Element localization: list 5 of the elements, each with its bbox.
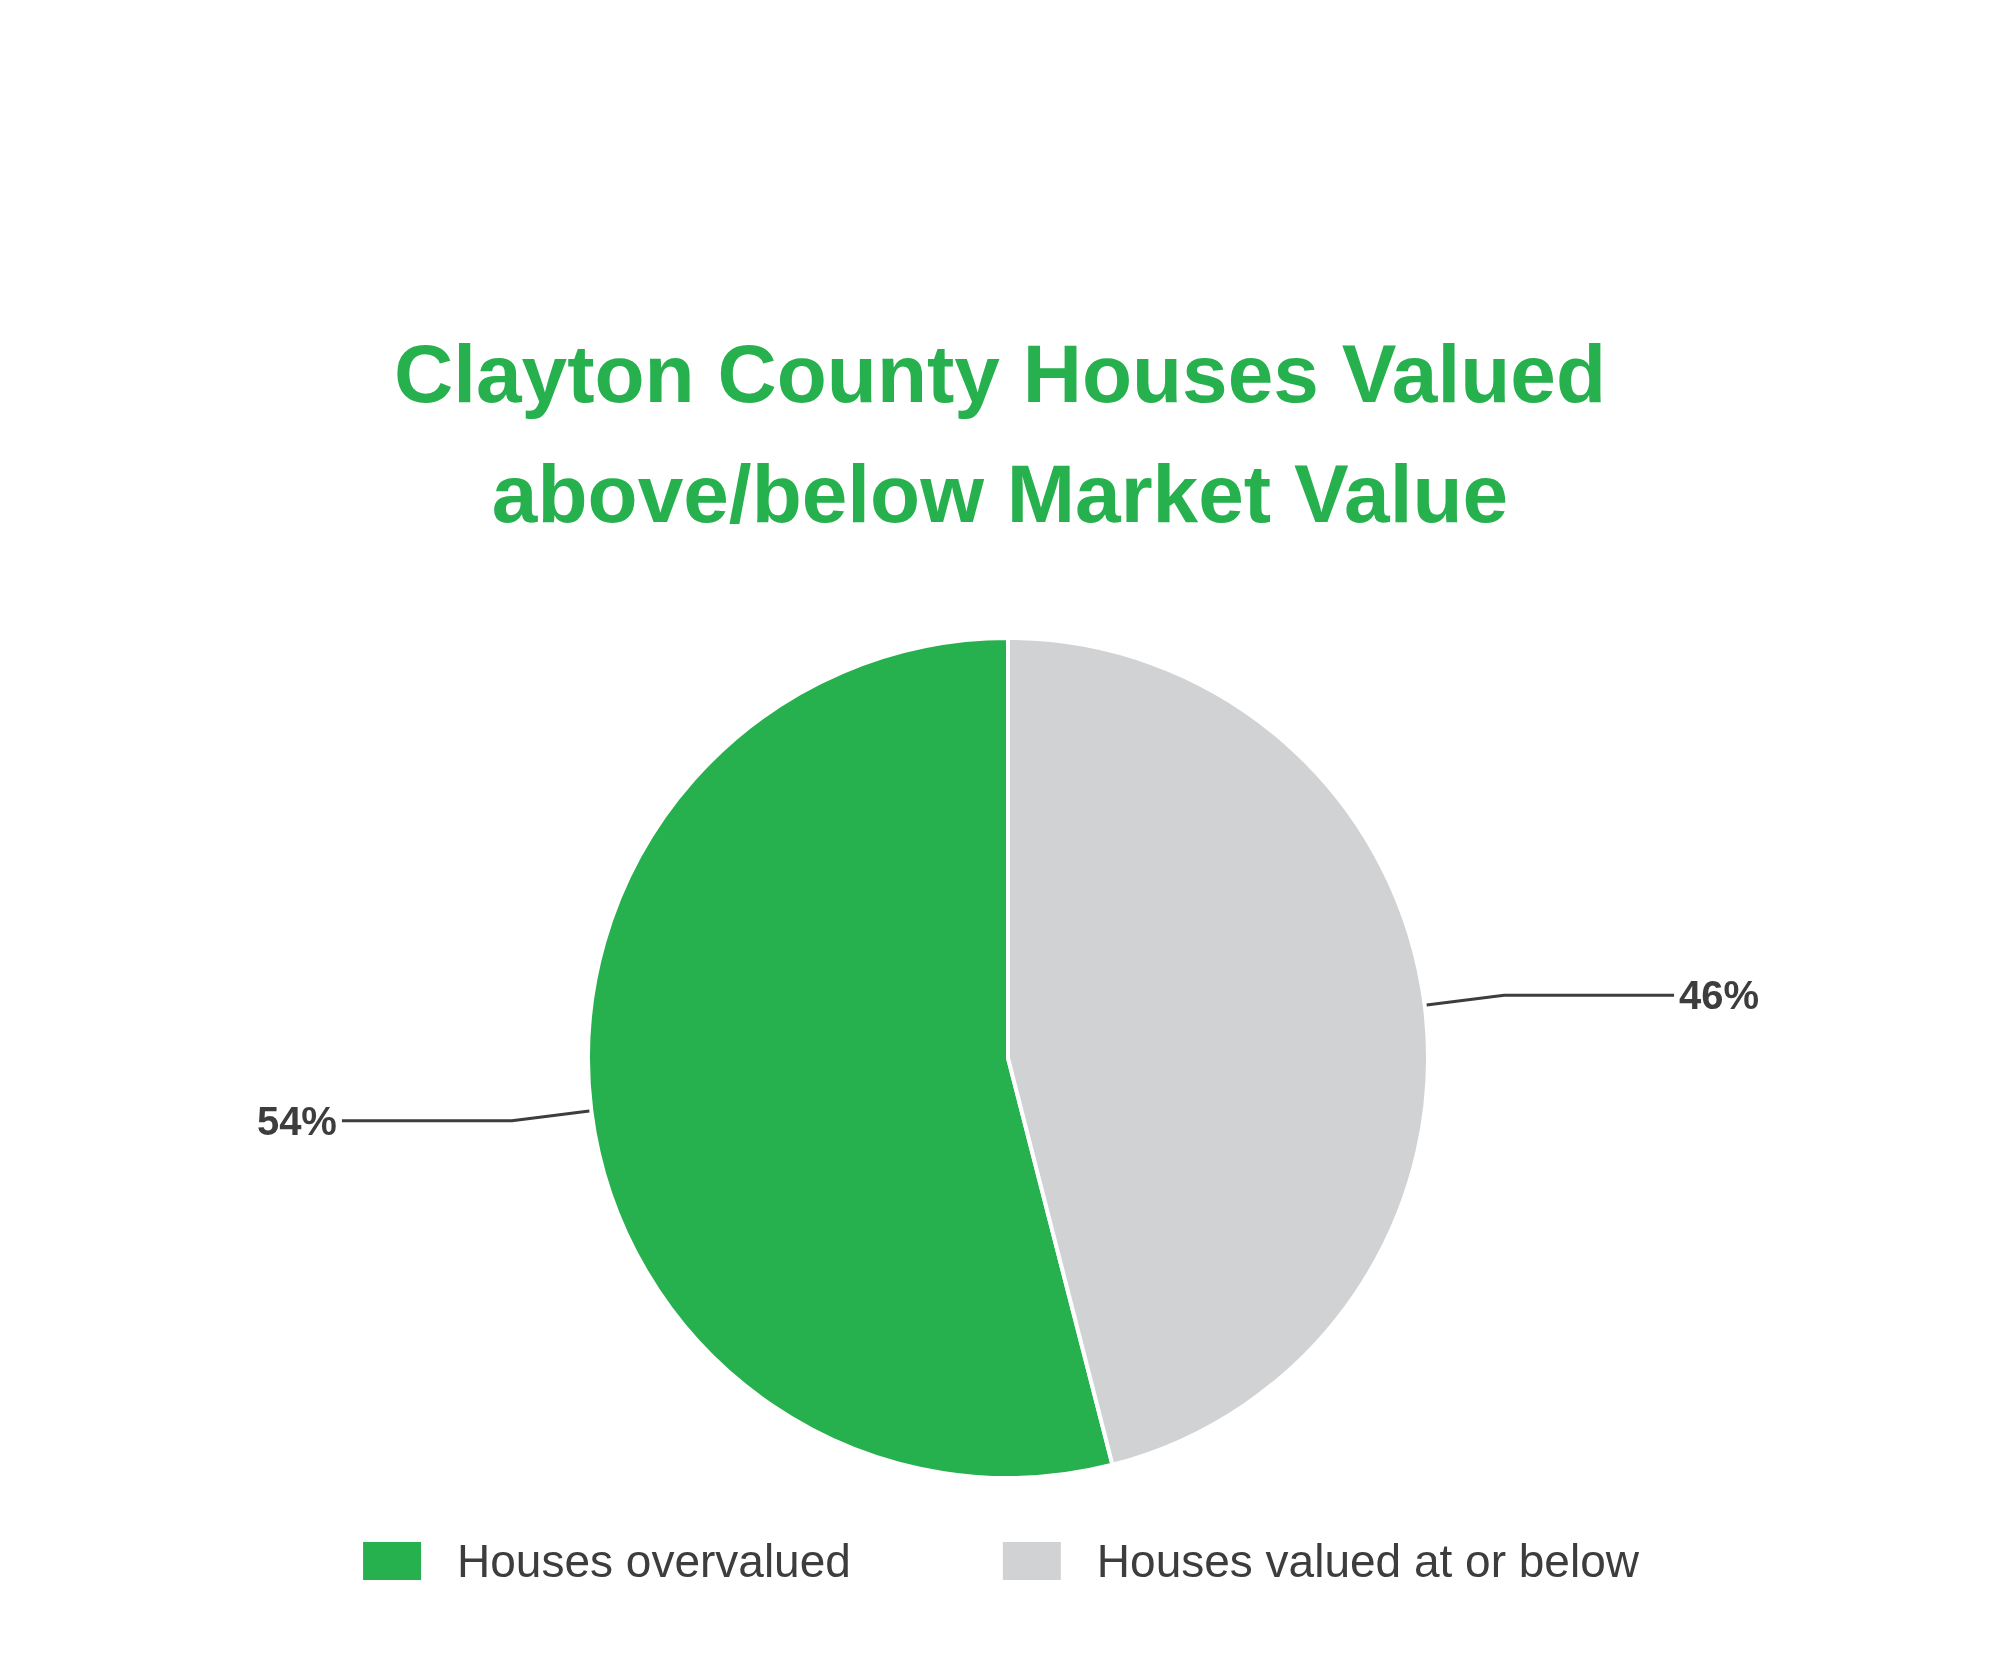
legend-label: Houses overvalued [457, 1535, 851, 1587]
data-label: 46% [1679, 973, 1760, 1018]
legend-label: Houses valued at or below [1096, 1535, 1640, 1587]
chart-title: Clayton County Houses Valued above/below Market Value [394, 327, 1606, 539]
data-label: 54% [256, 1098, 337, 1143]
